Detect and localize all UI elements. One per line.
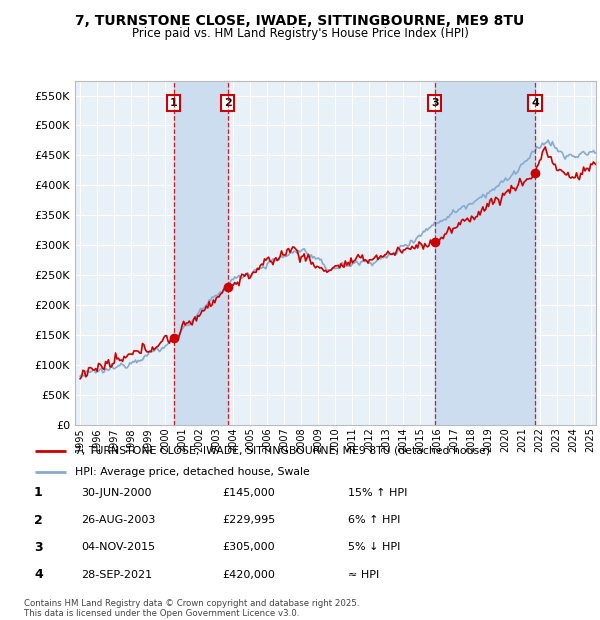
Text: ≈ HPI: ≈ HPI bbox=[348, 570, 379, 580]
Text: £145,000: £145,000 bbox=[222, 488, 275, 498]
Text: Price paid vs. HM Land Registry's House Price Index (HPI): Price paid vs. HM Land Registry's House … bbox=[131, 27, 469, 40]
Text: £229,995: £229,995 bbox=[222, 515, 275, 525]
Text: 04-NOV-2015: 04-NOV-2015 bbox=[81, 542, 155, 552]
Text: 6% ↑ HPI: 6% ↑ HPI bbox=[348, 515, 400, 525]
Text: 3: 3 bbox=[431, 98, 439, 108]
Text: 4: 4 bbox=[34, 569, 43, 581]
Bar bbox=[435, 81, 535, 425]
Text: 30-JUN-2000: 30-JUN-2000 bbox=[81, 488, 151, 498]
Text: 5% ↓ HPI: 5% ↓ HPI bbox=[348, 542, 400, 552]
Text: 2: 2 bbox=[224, 98, 232, 108]
Bar bbox=[174, 81, 227, 425]
Text: 3: 3 bbox=[34, 541, 43, 554]
Text: Contains HM Land Registry data © Crown copyright and database right 2025.
This d: Contains HM Land Registry data © Crown c… bbox=[24, 599, 359, 618]
Text: 1: 1 bbox=[170, 98, 178, 108]
Text: 26-AUG-2003: 26-AUG-2003 bbox=[81, 515, 155, 525]
Text: 15% ↑ HPI: 15% ↑ HPI bbox=[348, 488, 407, 498]
Text: £305,000: £305,000 bbox=[222, 542, 275, 552]
Text: 28-SEP-2021: 28-SEP-2021 bbox=[81, 570, 152, 580]
Text: 7, TURNSTONE CLOSE, IWADE, SITTINGBOURNE, ME9 8TU (detached house): 7, TURNSTONE CLOSE, IWADE, SITTINGBOURNE… bbox=[75, 446, 490, 456]
Text: 4: 4 bbox=[531, 98, 539, 108]
Text: 2: 2 bbox=[34, 514, 43, 526]
Text: 1: 1 bbox=[34, 487, 43, 499]
Text: £420,000: £420,000 bbox=[222, 570, 275, 580]
Text: HPI: Average price, detached house, Swale: HPI: Average price, detached house, Swal… bbox=[75, 467, 310, 477]
Text: 7, TURNSTONE CLOSE, IWADE, SITTINGBOURNE, ME9 8TU: 7, TURNSTONE CLOSE, IWADE, SITTINGBOURNE… bbox=[76, 14, 524, 28]
